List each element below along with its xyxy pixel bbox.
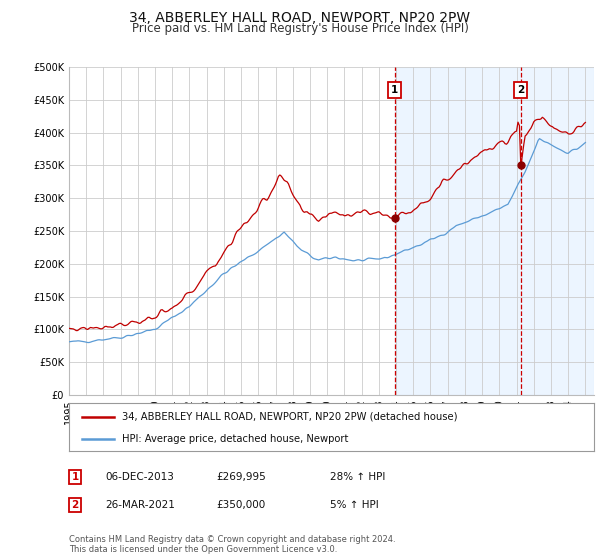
Text: 26-MAR-2021: 26-MAR-2021	[105, 500, 175, 510]
Text: 06-DEC-2013: 06-DEC-2013	[105, 472, 174, 482]
Bar	[395, 67, 594, 395]
Text: 2: 2	[517, 85, 524, 95]
Text: 1: 1	[71, 472, 79, 482]
Text: 1: 1	[391, 85, 398, 95]
Text: 34, ABBERLEY HALL ROAD, NEWPORT, NP20 2PW (detached house): 34, ABBERLEY HALL ROAD, NEWPORT, NP20 2P…	[121, 412, 457, 422]
Text: 5% ↑ HPI: 5% ↑ HPI	[330, 500, 379, 510]
Text: 34, ABBERLEY HALL ROAD, NEWPORT, NP20 2PW: 34, ABBERLEY HALL ROAD, NEWPORT, NP20 2P…	[130, 11, 470, 25]
Text: £350,000: £350,000	[216, 500, 265, 510]
Text: 28% ↑ HPI: 28% ↑ HPI	[330, 472, 385, 482]
Text: Price paid vs. HM Land Registry's House Price Index (HPI): Price paid vs. HM Land Registry's House …	[131, 22, 469, 35]
Text: 2: 2	[71, 500, 79, 510]
Text: HPI: Average price, detached house, Newport: HPI: Average price, detached house, Newp…	[121, 434, 348, 444]
Text: Contains HM Land Registry data © Crown copyright and database right 2024.
This d: Contains HM Land Registry data © Crown c…	[69, 535, 395, 554]
Text: £269,995: £269,995	[216, 472, 266, 482]
